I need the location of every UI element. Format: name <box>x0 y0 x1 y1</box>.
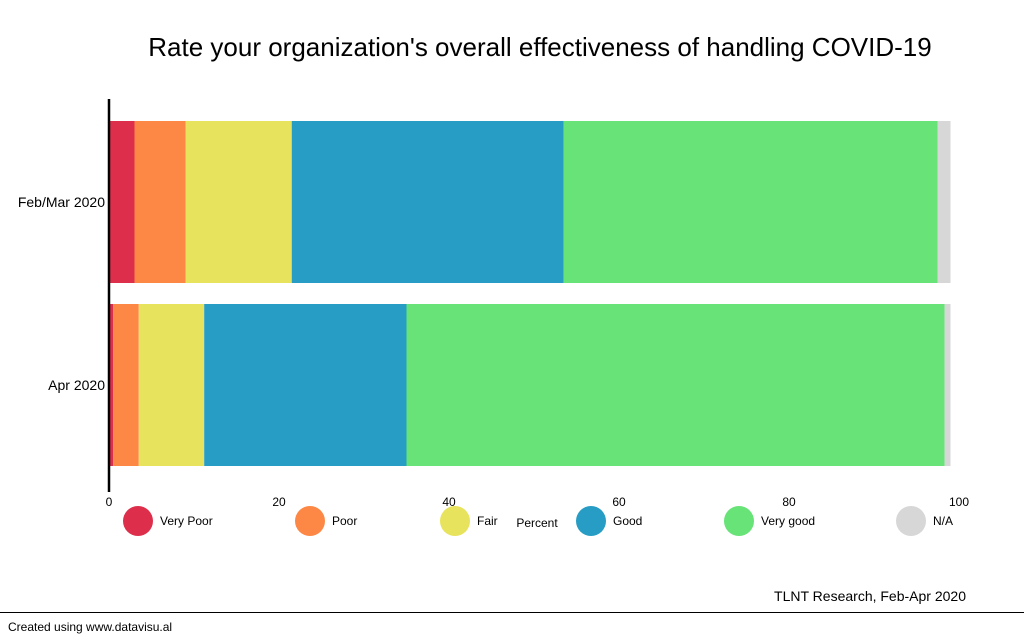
legend-swatch-very-poor <box>123 506 153 536</box>
bar-segment-good-feb-mar-2020 <box>291 121 564 283</box>
stacked-bar-chart: Rate your organization's overall effecti… <box>18 32 970 604</box>
bar-segment-very-good-feb-mar-2020 <box>563 121 938 283</box>
legend-label-very-poor: Very Poor <box>160 514 213 528</box>
legend-swatch-n-a <box>896 506 926 536</box>
chart-title: Rate your organization's overall effecti… <box>148 32 931 62</box>
legend-swatch-fair <box>440 506 470 536</box>
bar-segment-poor-apr-2020 <box>113 304 139 466</box>
x-axis-title: Percent <box>516 516 558 530</box>
legend-label-poor: Poor <box>332 514 357 528</box>
footer-divider <box>0 612 1024 613</box>
legend-swatch-good <box>576 506 606 536</box>
x-tick-label-100: 100 <box>949 495 969 509</box>
bars-layer <box>109 121 951 466</box>
x-tick-label-0: 0 <box>106 495 113 509</box>
legend-swatch-poor <box>295 506 325 536</box>
footer-credit: Created using www.datavisu.al <box>8 620 173 634</box>
category-labels: Feb/Mar 2020 Apr 2020 <box>18 194 105 393</box>
legend: Very Poor Poor Fair Good Very good N/A <box>123 506 953 536</box>
legend-swatch-very-good <box>724 506 754 536</box>
bar-segment-very-poor-feb-mar-2020 <box>109 121 135 283</box>
category-label-apr-2020: Apr 2020 <box>48 377 105 393</box>
bar-segment-n-a-apr-2020 <box>944 304 951 466</box>
legend-label-good: Good <box>613 514 642 528</box>
bar-segment-fair-apr-2020 <box>138 304 205 466</box>
source-note: TLNT Research, Feb-Apr 2020 <box>774 588 966 604</box>
x-tick-label-60: 60 <box>612 495 626 509</box>
bar-segment-good-apr-2020 <box>204 304 407 466</box>
legend-label-fair: Fair <box>477 514 498 528</box>
bar-segment-very-good-apr-2020 <box>406 304 945 466</box>
legend-label-n-a: N/A <box>933 514 953 528</box>
bar-segment-fair-feb-mar-2020 <box>185 121 292 283</box>
x-axis-ticks: 0 20 40 60 80 100 <box>106 495 970 509</box>
legend-label-very-good: Very good <box>761 514 815 528</box>
bar-segment-poor-feb-mar-2020 <box>134 121 186 283</box>
bar-segment-n-a-feb-mar-2020 <box>937 121 951 283</box>
x-tick-label-40: 40 <box>442 495 456 509</box>
bar-segment-very-poor-apr-2020 <box>109 304 114 466</box>
x-tick-label-20: 20 <box>272 495 286 509</box>
x-tick-label-80: 80 <box>782 495 796 509</box>
category-label-feb-mar-2020: Feb/Mar 2020 <box>18 194 105 210</box>
